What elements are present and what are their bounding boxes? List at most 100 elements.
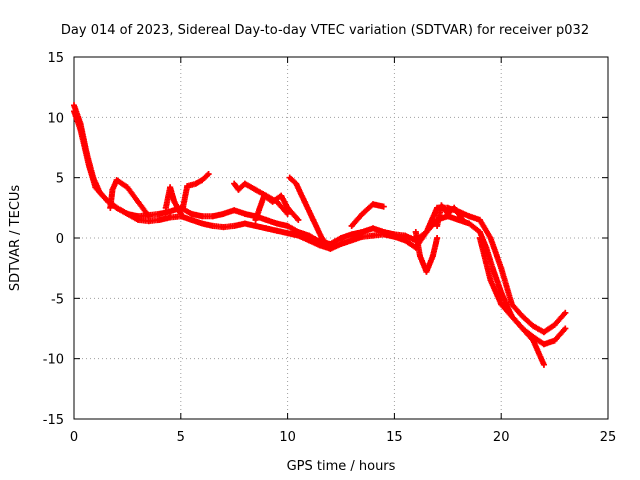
- data-point: [348, 231, 355, 238]
- data-point: [77, 126, 84, 133]
- data-point: [188, 210, 195, 217]
- y-tick-label: 10: [47, 111, 64, 126]
- y-tick-label: 15: [47, 51, 64, 66]
- data-point: [231, 222, 238, 229]
- data-point: [487, 235, 494, 241]
- series-arc-1-8h: [107, 177, 152, 220]
- data-point: [273, 227, 280, 234]
- x-tick-label: 20: [493, 430, 510, 445]
- data-point: [301, 198, 308, 205]
- x-tick-label: 0: [70, 430, 78, 445]
- series-arc-4-3h: [162, 184, 184, 217]
- data-point: [476, 235, 483, 241]
- data-point: [423, 228, 430, 235]
- data-point: [305, 232, 312, 239]
- y-axis-label: SDTVAR / TECUs: [8, 185, 23, 292]
- data-point: [184, 183, 191, 190]
- data-point: [417, 253, 424, 260]
- data-point: [370, 225, 377, 232]
- data-point: [359, 210, 366, 217]
- data-point: [241, 220, 248, 227]
- data-point: [209, 213, 216, 220]
- data-point: [252, 186, 259, 193]
- data-point: [241, 180, 248, 187]
- data-point: [489, 265, 496, 272]
- data-point: [498, 289, 505, 296]
- data-point: [444, 210, 451, 217]
- data-point: [71, 102, 77, 109]
- data-point: [429, 253, 436, 260]
- series-main-trend: [71, 102, 569, 348]
- data-point: [167, 214, 174, 221]
- data-point: [284, 222, 291, 229]
- data-point: [459, 216, 466, 223]
- data-series: [71, 102, 569, 368]
- data-point: [551, 321, 558, 328]
- data-point: [109, 186, 116, 193]
- data-point: [107, 204, 114, 211]
- series-arc-13-5h: [348, 201, 387, 229]
- data-point: [562, 325, 569, 332]
- data-point: [519, 325, 526, 332]
- data-point: [293, 180, 300, 187]
- data-point: [135, 198, 142, 205]
- data-point: [391, 231, 398, 238]
- data-point: [156, 216, 163, 223]
- data-point: [263, 225, 270, 232]
- data-point: [466, 220, 473, 227]
- data-point: [438, 202, 445, 209]
- data-point: [124, 184, 131, 191]
- series-markers: [348, 201, 387, 229]
- x-tick-labels: 0 5 10 15 20 25: [70, 430, 616, 445]
- data-point: [540, 361, 547, 368]
- data-point: [540, 329, 547, 336]
- data-point: [370, 232, 377, 239]
- data-point: [295, 228, 302, 235]
- data-point: [231, 207, 238, 214]
- series-markers: [179, 171, 212, 211]
- data-point: [451, 204, 458, 211]
- data-point: [199, 177, 206, 184]
- series-upper-branch: [71, 108, 569, 336]
- y-tick-label: -10: [43, 353, 64, 368]
- series-arc-5-2h: [179, 171, 212, 211]
- data-point: [85, 162, 92, 169]
- data-point: [241, 210, 248, 217]
- data-point: [113, 204, 120, 211]
- data-point: [156, 210, 163, 217]
- series-arc-8-8h: [252, 192, 302, 223]
- data-point: [252, 216, 259, 223]
- data-point: [316, 238, 323, 245]
- data-point: [370, 201, 377, 208]
- data-point: [508, 313, 515, 320]
- data-point: [562, 309, 569, 316]
- series-arc-10-2h: [286, 174, 334, 251]
- data-point: [348, 237, 355, 244]
- x-tick-label: 5: [177, 430, 185, 445]
- data-point: [188, 216, 195, 223]
- y-tick-label: 0: [56, 232, 64, 247]
- grid-lines: [74, 57, 608, 419]
- data-point: [263, 216, 270, 223]
- data-point: [92, 184, 99, 191]
- data-point: [171, 198, 178, 205]
- data-point: [530, 337, 537, 344]
- data-point: [540, 341, 547, 348]
- data-point: [220, 224, 227, 231]
- data-point: [284, 230, 291, 237]
- data-point: [135, 213, 142, 220]
- data-point: [199, 220, 206, 227]
- data-point: [434, 222, 441, 229]
- data-point: [519, 313, 526, 320]
- data-point: [103, 196, 110, 203]
- data-point: [466, 213, 473, 220]
- data-point: [551, 337, 558, 344]
- axis-ticks: [73, 56, 609, 420]
- data-point: [286, 174, 293, 181]
- data-point: [348, 222, 355, 229]
- data-point: [278, 192, 285, 199]
- data-point: [273, 220, 280, 227]
- chart-title: Day 014 of 2023, Sidereal Day-to-day VTE…: [61, 23, 589, 38]
- x-axis-label: GPS time / hours: [287, 459, 396, 474]
